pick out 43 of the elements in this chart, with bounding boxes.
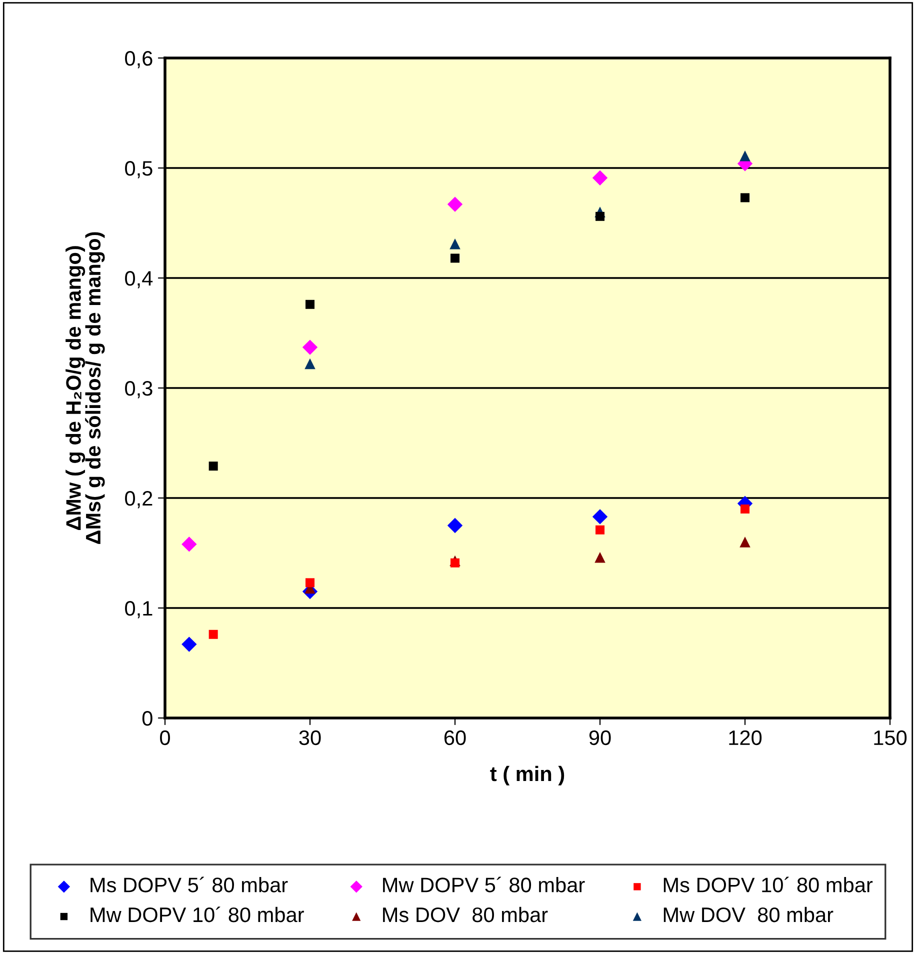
point: [182, 536, 197, 552]
legend-label: Ms DOPV 10´ 80 mbar: [664, 876, 873, 892]
point: [302, 340, 318, 355]
point: [306, 578, 314, 588]
point: [208, 630, 218, 639]
point: [740, 150, 750, 162]
y-tick-label: 0: [142, 711, 152, 726]
x-axis-title: t ( min ): [490, 766, 564, 786]
point: [182, 636, 197, 652]
point: [740, 504, 750, 514]
y-tick-label: 0,2: [125, 491, 152, 508]
point: [592, 509, 608, 524]
point: [450, 238, 460, 250]
point: [594, 552, 606, 563]
legend-label: Mw DOPV 5´ 80 mbar: [383, 876, 585, 892]
legend-label: Ms DOV 80 mbar: [383, 906, 548, 922]
point: [596, 525, 604, 534]
y-tick-label: 0,5: [125, 161, 152, 178]
point: [596, 212, 604, 221]
point: [450, 558, 460, 568]
point: [208, 462, 218, 471]
x-tick-label: 0: [160, 730, 170, 746]
y-axis-title: ΔMw ( g de H₂O/g de mango) ΔMs( g de sólidos/ g de mango): [66, 232, 105, 544]
point: [447, 196, 463, 212]
x-tick-label: 120: [729, 730, 762, 746]
point: [447, 518, 463, 534]
legend-label: Ms DOPV 5´ 80 mbar: [90, 876, 288, 892]
y-tick-label: 0,4: [125, 271, 153, 288]
x-tick-label: 60: [444, 730, 466, 746]
y-tick-label: 0,6: [125, 51, 152, 68]
point: [306, 300, 314, 309]
legend-label: Mw DOV 80 mbar: [664, 906, 834, 922]
x-tick-label: 150: [874, 730, 907, 746]
legend-label: Mw DOPV 10´ 80 mbar: [90, 906, 304, 922]
x-tick-label: 30: [299, 730, 321, 746]
point: [740, 193, 750, 202]
y-tick-label: 0,1: [125, 601, 152, 618]
y-tick-label: 0,3: [125, 381, 152, 398]
point: [740, 536, 750, 548]
point: [304, 358, 316, 370]
x-tick-label: 90: [589, 730, 611, 746]
point: [592, 170, 608, 186]
point: [450, 254, 460, 263]
